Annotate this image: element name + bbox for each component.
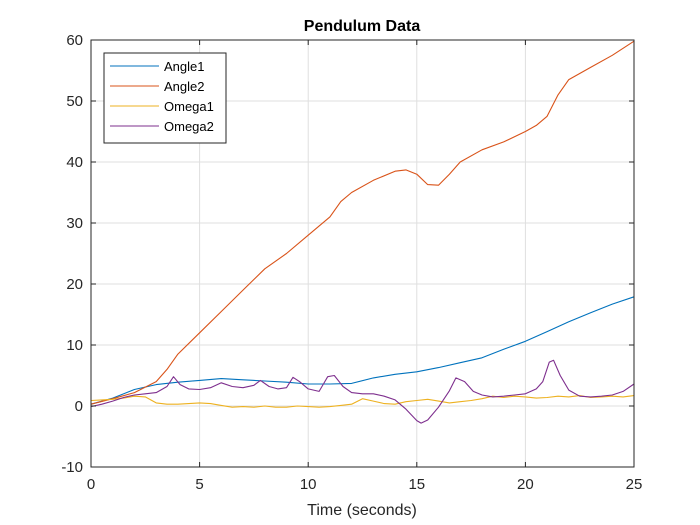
y-tick-label: 50 <box>66 93 83 110</box>
legend-box <box>103 52 227 144</box>
legend: Angle1 Angle2 Omega1 Omega2 <box>103 52 227 144</box>
chart-title: Pendulum Data <box>304 18 421 35</box>
x-axis-title: Time (seconds) <box>307 502 417 519</box>
x-tick-label: 0 <box>87 476 95 493</box>
x-tick-label: 10 <box>300 476 317 493</box>
y-tick-label: 10 <box>66 337 83 354</box>
x-tick-label: 5 <box>195 476 203 493</box>
y-tick-label: -10 <box>61 459 83 476</box>
series-line-omega1 <box>90 395 635 408</box>
series-line-angle1 <box>90 296 635 405</box>
legend-label: Omega2 <box>164 119 214 134</box>
y-tick-label: 0 <box>75 398 83 415</box>
y-tick-label: 20 <box>66 276 83 293</box>
x-tick-label: 15 <box>408 476 425 493</box>
legend-label: Omega1 <box>164 99 214 114</box>
y-tick-label: 60 <box>66 32 83 49</box>
y-tick-label: 40 <box>66 154 83 171</box>
series-line-angle2 <box>90 40 635 405</box>
series-line-omega2 <box>90 359 635 424</box>
series-layer <box>90 40 635 424</box>
legend-label: Angle2 <box>164 79 204 94</box>
legend-label: Angle1 <box>164 59 204 74</box>
y-tick-label: 30 <box>66 215 83 232</box>
plot-area-frame <box>90 39 635 468</box>
x-tick-label: 25 <box>626 476 643 493</box>
x-tick-label: 20 <box>517 476 534 493</box>
